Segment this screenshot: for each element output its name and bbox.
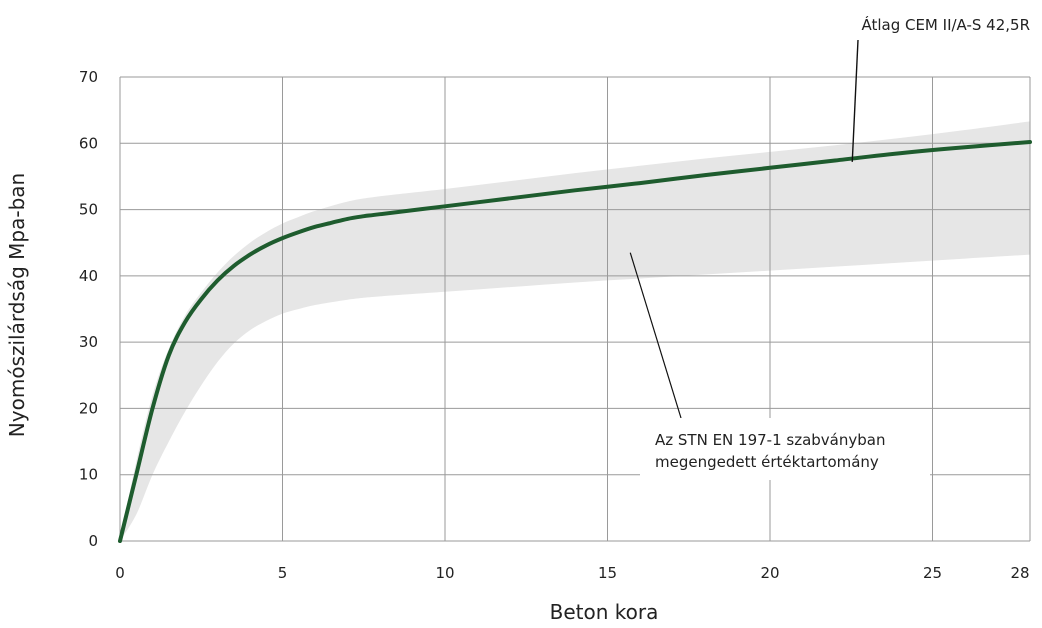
annotation-band-label-line-1: Az STN EN 197-1 szabványban: [655, 431, 885, 449]
x-tick-label-15: 15: [598, 564, 617, 582]
y-tick-label-0: 0: [88, 532, 98, 550]
y-tick-label-10: 10: [79, 466, 98, 484]
tick-labels-layer: 0 10 20 30 40 50 60 70 0 5 10 15 20 25 28: [79, 68, 1030, 582]
annotation-bg-band: [640, 418, 930, 480]
tolerance-band: [120, 121, 1030, 542]
y-tick-label-30: 30: [79, 333, 98, 351]
x-tick-label-25: 25: [923, 564, 942, 582]
x-axis-title: Beton kora: [550, 600, 659, 624]
y-tick-label-20: 20: [79, 399, 98, 417]
y-tick-label-70: 70: [79, 68, 98, 86]
annotation-average-label: Átlag CEM II/A-S 42,5R: [861, 15, 1030, 34]
annotation-leader-band: [629, 252, 682, 419]
annotations-layer: Átlag CEM II/A-S 42,5R Az STN EN 197-1 sz…: [629, 8, 1032, 480]
x-tick-label-28: 28: [1010, 564, 1029, 582]
y-axis-title: Nyomószilárdság Mpa-ban: [5, 173, 29, 437]
average-line-layer: [118, 140, 1032, 543]
annotation-leader-average: [851, 39, 859, 162]
y-tick-label-40: 40: [79, 267, 98, 285]
y-tick-label-60: 60: [79, 134, 98, 152]
average-line: [118, 140, 1032, 543]
annotation-band-label-line-2: megengedett értéktartomány: [655, 453, 879, 471]
y-tick-label-50: 50: [79, 201, 98, 219]
tolerance-band-layer: [120, 121, 1030, 542]
x-tick-label-10: 10: [435, 564, 454, 582]
x-tick-label-20: 20: [760, 564, 779, 582]
x-tick-label-0: 0: [115, 564, 125, 582]
x-tick-label-5: 5: [278, 564, 288, 582]
annotation-bg-average: [836, 8, 1032, 40]
